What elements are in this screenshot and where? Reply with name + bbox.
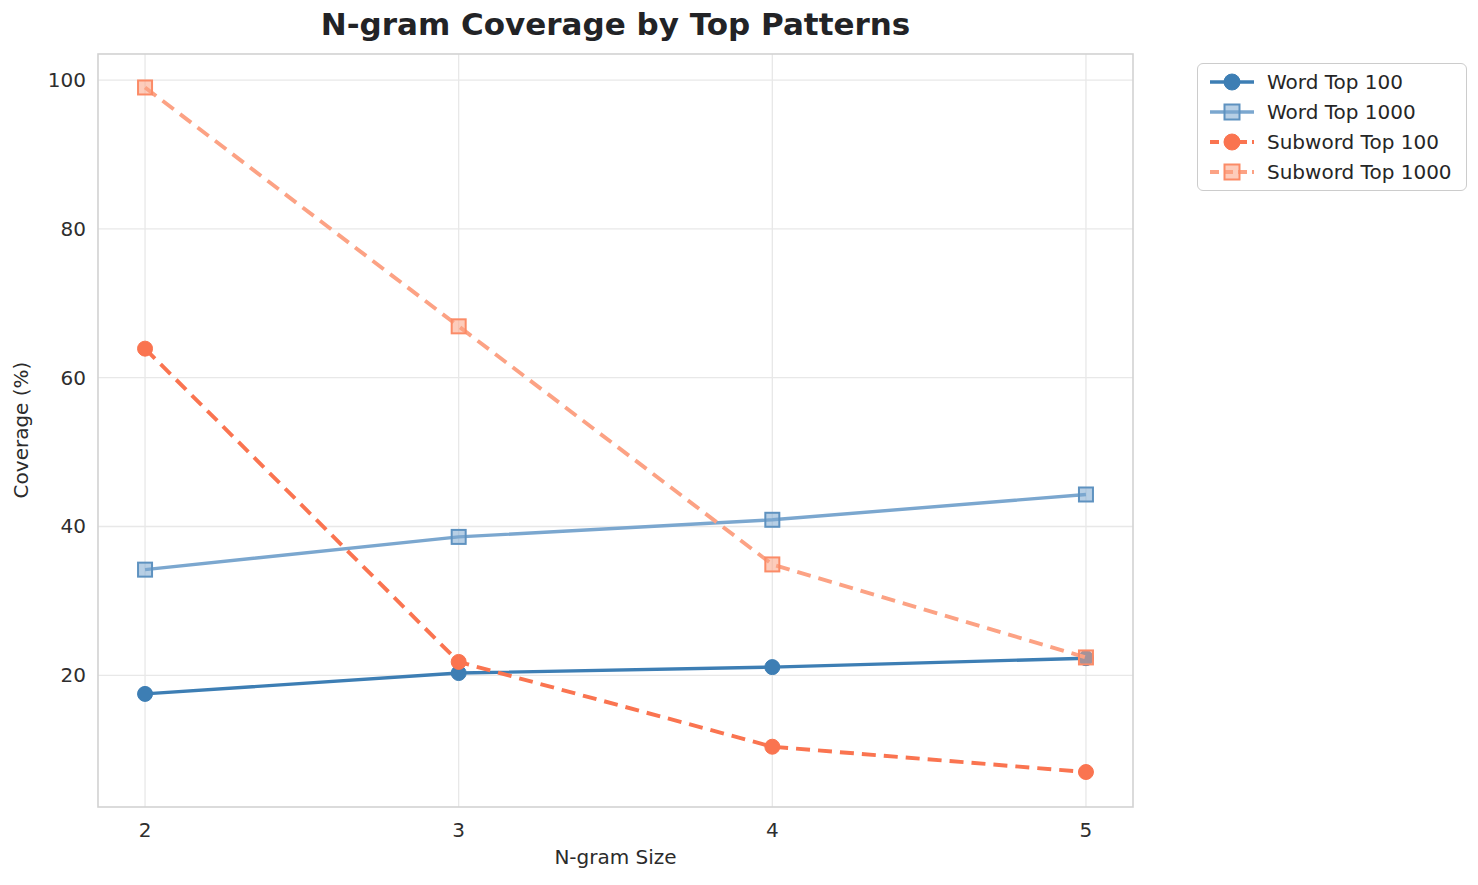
data-point-word-top-1000-x2 bbox=[138, 563, 152, 577]
data-point-subword-top-1000-x5 bbox=[1079, 650, 1093, 664]
legend-swatch-word-top-1000 bbox=[1208, 99, 1256, 125]
figure: 20 40 60 80 100 2 3 4 5 N-gram Coverage by Top P… bbox=[0, 0, 1478, 885]
x-tick-label-3: 3 bbox=[452, 818, 465, 842]
series-line-word-top-1000 bbox=[145, 494, 1086, 569]
plot-frame bbox=[98, 54, 1133, 807]
data-point-subword-top-100-x3 bbox=[451, 654, 466, 669]
legend-label-subword-top-100: Subword Top 100 bbox=[1267, 130, 1439, 154]
series-line-subword-top-1000 bbox=[145, 87, 1086, 657]
x-tick-label-2: 2 bbox=[139, 818, 152, 842]
data-point-word-top-1000-x5 bbox=[1079, 487, 1093, 501]
data-point-word-top-1000-x4 bbox=[765, 513, 779, 527]
y-tick-label-60: 60 bbox=[61, 366, 86, 390]
data-point-word-top-1000-x3 bbox=[452, 530, 466, 544]
legend-marker-word-top-1000 bbox=[1225, 105, 1240, 120]
series-line-subword-top-100 bbox=[145, 349, 1086, 772]
data-point-subword-top-1000-x2 bbox=[138, 80, 152, 94]
y-tick-label-100: 100 bbox=[48, 68, 86, 92]
data-point-subword-top-1000-x3 bbox=[452, 319, 466, 333]
data-point-subword-top-100-x5 bbox=[1078, 765, 1093, 780]
legend-item-subword-top-100: Subword Top 100 bbox=[1208, 129, 1452, 155]
y-tick-label-80: 80 bbox=[61, 217, 86, 241]
legend-marker-subword-top-100 bbox=[1224, 134, 1240, 150]
legend-item-word-top-100: Word Top 100 bbox=[1208, 69, 1452, 95]
legend-swatch-subword-top-100 bbox=[1208, 129, 1256, 155]
data-point-subword-top-100-x2 bbox=[138, 341, 153, 356]
legend: Word Top 100 Word Top 1000 Subword Top 100… bbox=[1197, 63, 1467, 191]
legend-label-subword-top-1000: Subword Top 1000 bbox=[1267, 160, 1452, 184]
x-axis-label: N-gram Size bbox=[98, 845, 1133, 869]
legend-label-word-top-100: Word Top 100 bbox=[1267, 70, 1403, 94]
y-tick-label-20: 20 bbox=[61, 663, 86, 687]
data-point-subword-top-1000-x4 bbox=[765, 557, 779, 571]
series-line-word-top-100 bbox=[145, 658, 1086, 694]
data-point-word-top-100-x4 bbox=[765, 660, 780, 675]
data-point-subword-top-100-x4 bbox=[765, 739, 780, 754]
legend-marker-subword-top-1000 bbox=[1225, 165, 1240, 180]
x-tick-label-4: 4 bbox=[766, 818, 779, 842]
y-tick-label-40: 40 bbox=[61, 514, 86, 538]
legend-item-word-top-1000: Word Top 1000 bbox=[1208, 99, 1452, 125]
legend-label-word-top-1000: Word Top 1000 bbox=[1267, 100, 1416, 124]
legend-item-subword-top-1000: Subword Top 1000 bbox=[1208, 159, 1452, 185]
y-axis-label: Coverage (%) bbox=[9, 320, 35, 540]
x-tick-label-5: 5 bbox=[1080, 818, 1093, 842]
legend-marker-word-top-100 bbox=[1224, 74, 1240, 90]
legend-swatch-subword-top-1000 bbox=[1208, 159, 1256, 185]
chart-title: N-gram Coverage by Top Patterns bbox=[98, 6, 1133, 42]
legend-swatch-word-top-100 bbox=[1208, 69, 1256, 95]
data-point-word-top-100-x2 bbox=[138, 686, 153, 701]
